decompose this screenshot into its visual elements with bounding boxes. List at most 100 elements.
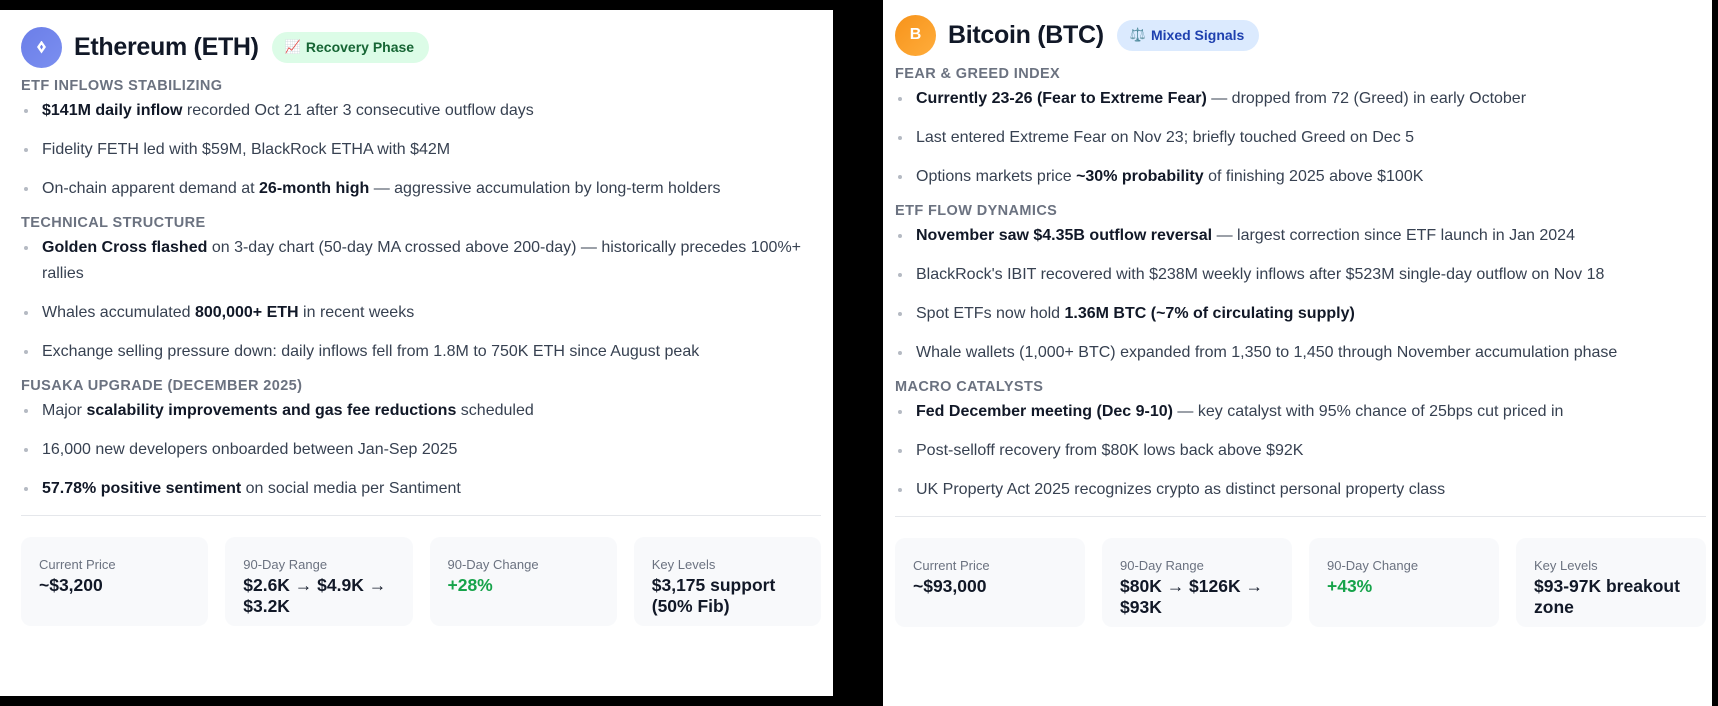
section-title: ETF FLOW DYNAMICS — [895, 203, 1058, 219]
stat-label: Key Levels — [1534, 558, 1598, 573]
stat-card: 90-Day Change +43% — [1309, 538, 1499, 627]
item-text: Spot ETFs now hold — [916, 305, 1065, 322]
list-item: Currently 23-26 (Fear to Extreme Fear) —… — [895, 86, 1706, 112]
stat-value: ~$93,000 — [913, 576, 987, 596]
list-item: UK Property Act 2025 recognizes crypto a… — [895, 477, 1706, 503]
stat-label: Current Price — [913, 558, 990, 573]
stat-value: ~$3,200 — [39, 575, 103, 595]
section-title: MACRO CATALYSTS — [895, 379, 1044, 395]
item-text: Exchange selling pressure down: daily in… — [42, 343, 700, 360]
list-item: Fidelity FETH led with $59M, BlackRock E… — [21, 137, 821, 163]
stat-card: Current Price ~$93,000 — [895, 538, 1085, 627]
list-item: $141M daily inflow recorded Oct 21 after… — [21, 98, 821, 124]
status-badge: 📈 Recovery Phase — [271, 31, 430, 63]
item-text: BlackRock's IBIT recovered with $238M we… — [916, 266, 1605, 283]
stat-value: $3,175 support (50% Fib) — [651, 575, 776, 616]
coin-title: Bitcoin (BTC) — [948, 20, 1104, 49]
divider — [21, 515, 821, 516]
ethereum-sections: ETF INFLOWS STABILIZING $141M daily inflo… — [21, 78, 821, 502]
item-text: Fidelity FETH led with $59M, BlackRock E… — [42, 141, 451, 158]
stat-card: 90-Day Range $80K → $126K → $93K — [1102, 538, 1292, 627]
list-item: 57.78% positive sentiment on social medi… — [21, 476, 821, 502]
item-highlight: $141M daily inflow — [42, 102, 183, 119]
item-highlight: 1.36M BTC (~7% of circulating supply) — [1064, 305, 1355, 322]
list-item: Golden Cross flashed on 3-day chart (50-… — [21, 235, 821, 287]
stat-value: $93-97K breakout zone — [1534, 576, 1680, 617]
stat-label: 90-Day Change — [1327, 558, 1419, 573]
balance-scale-icon: ⚖️ — [1129, 27, 1146, 42]
status-badge-label: Mixed Signals — [1150, 27, 1245, 43]
item-text: Whale wallets (1,000+ BTC) expanded from… — [916, 344, 1618, 361]
stat-card: Key Levels $3,175 support (50% Fib) — [633, 537, 821, 626]
list-item: BlackRock's IBIT recovered with $238M we… — [895, 262, 1706, 288]
bitcoin-stats: Current Price ~$93,000 90-Day Range $80K → … — [895, 538, 1706, 627]
section-title: ETF INFLOWS STABILIZING — [21, 78, 223, 94]
item-highlight: Golden Cross flashed — [42, 239, 208, 256]
item-highlight: 26-month high — [259, 180, 370, 197]
list-item: 16,000 new developers onboarded between … — [21, 437, 821, 463]
bitcoin-sections: FEAR & GREED INDEX Currently 23-26 (Fear … — [895, 66, 1706, 503]
stat-value: +43% — [1327, 576, 1373, 596]
list-item: Exchange selling pressure down: daily in… — [21, 339, 821, 365]
stat-label: 90-Day Range — [243, 557, 328, 572]
section-title: TECHNICAL STRUCTURE — [21, 215, 206, 231]
bitcoin-icon: B — [895, 14, 936, 56]
status-badge-label: Recovery Phase — [305, 39, 415, 55]
item-text: Whales accumulated — [42, 304, 195, 321]
item-text: in recent weeks — [298, 304, 415, 321]
item-text: recorded Oct 21 after 3 consecutive outf… — [182, 102, 534, 119]
stat-value: $80K → $126K → $93K — [1120, 576, 1263, 617]
item-text: Last entered Extreme Fear on Nov 23; bri… — [916, 129, 1415, 146]
list-item: Whale wallets (1,000+ BTC) expanded from… — [895, 340, 1706, 366]
bullet-list: Golden Cross flashed on 3-day chart (50-… — [21, 235, 821, 365]
item-text: Options markets price — [916, 168, 1077, 185]
bullet-list: Major scalability improvements and gas f… — [21, 398, 821, 502]
item-text: scheduled — [456, 402, 534, 419]
item-text: Post-selloff recovery from $80K lows bac… — [916, 442, 1304, 459]
item-text: On-chain apparent demand at — [42, 180, 260, 197]
stat-label: Key Levels — [651, 557, 716, 572]
item-text: on social media per Santiment — [241, 480, 461, 497]
stat-value: +28% — [447, 575, 493, 595]
ethereum-stats: Current Price ~$3,200 90-Day Range $2.6K → … — [21, 537, 821, 626]
item-text: — dropped from 72 (Greed) in early Octob… — [1206, 90, 1527, 107]
item-highlight: 800,000+ ETH — [194, 304, 299, 321]
stat-card: Current Price ~$3,200 — [21, 537, 209, 626]
item-text: on 3-day chart (50-day MA crossed above … — [42, 239, 802, 282]
section-title: FUSAKA UPGRADE (DECEMBER 2025) — [21, 378, 303, 394]
stat-card: Key Levels $93-97K breakout zone — [1516, 538, 1706, 627]
stat-card: 90-Day Change +28% — [429, 537, 617, 626]
item-text: 16,000 new developers onboarded between … — [42, 441, 458, 458]
list-item: On-chain apparent demand at 26-month hig… — [21, 176, 821, 202]
stat-card: 90-Day Range $2.6K → $4.9K → $3.2K — [225, 537, 413, 626]
ethereum-header: Ethereum (ETH) 📈 Recovery Phase — [21, 26, 821, 68]
divider — [895, 516, 1706, 517]
item-text: Major — [42, 402, 87, 419]
bullet-list: Fed December meeting (Dec 9-10) — key ca… — [895, 399, 1706, 503]
item-highlight: November saw $4.35B outflow reversal — [916, 227, 1213, 244]
stat-label: 90-Day Change — [447, 557, 539, 572]
coin-title: Ethereum (ETH) — [74, 32, 259, 61]
list-item: Fed December meeting (Dec 9-10) — key ca… — [895, 399, 1706, 425]
bullet-list: Currently 23-26 (Fear to Extreme Fear) —… — [895, 86, 1706, 190]
list-item: Post-selloff recovery from $80K lows bac… — [895, 438, 1706, 464]
list-item: November saw $4.35B outflow reversal — l… — [895, 223, 1706, 249]
ethereum-card: Ethereum (ETH) 📈 Recovery Phase ETF INFL… — [0, 10, 833, 696]
bitcoin-header: B Bitcoin (BTC) ⚖️ Mixed Signals — [895, 14, 1706, 56]
item-highlight: Fed December meeting (Dec 9-10) — [916, 403, 1173, 420]
list-item: Whales accumulated 800,000+ ETH in recen… — [21, 300, 821, 326]
item-highlight: scalability improvements and gas fee red… — [86, 402, 457, 419]
item-highlight: 57.78% positive sentiment — [42, 480, 242, 497]
item-text: UK Property Act 2025 recognizes crypto a… — [916, 481, 1446, 498]
section-title: FEAR & GREED INDEX — [895, 66, 1061, 82]
chart-increasing-icon: 📈 — [284, 39, 301, 54]
list-item: Last entered Extreme Fear on Nov 23; bri… — [895, 125, 1706, 151]
stat-value: $2.6K → $4.9K → $3.2K — [243, 575, 387, 616]
item-highlight: ~30% probability — [1076, 168, 1204, 185]
item-text: — largest correction since ETF launch in… — [1212, 227, 1575, 244]
ethereum-diamond-icon — [21, 26, 62, 68]
bullet-list: $141M daily inflow recorded Oct 21 after… — [21, 98, 821, 202]
item-highlight: Currently 23-26 (Fear to Extreme Fear) — [916, 90, 1207, 107]
list-item: Options markets price ~30% probability o… — [895, 164, 1706, 190]
list-item: Spot ETFs now hold 1.36M BTC (~7% of cir… — [895, 301, 1706, 327]
